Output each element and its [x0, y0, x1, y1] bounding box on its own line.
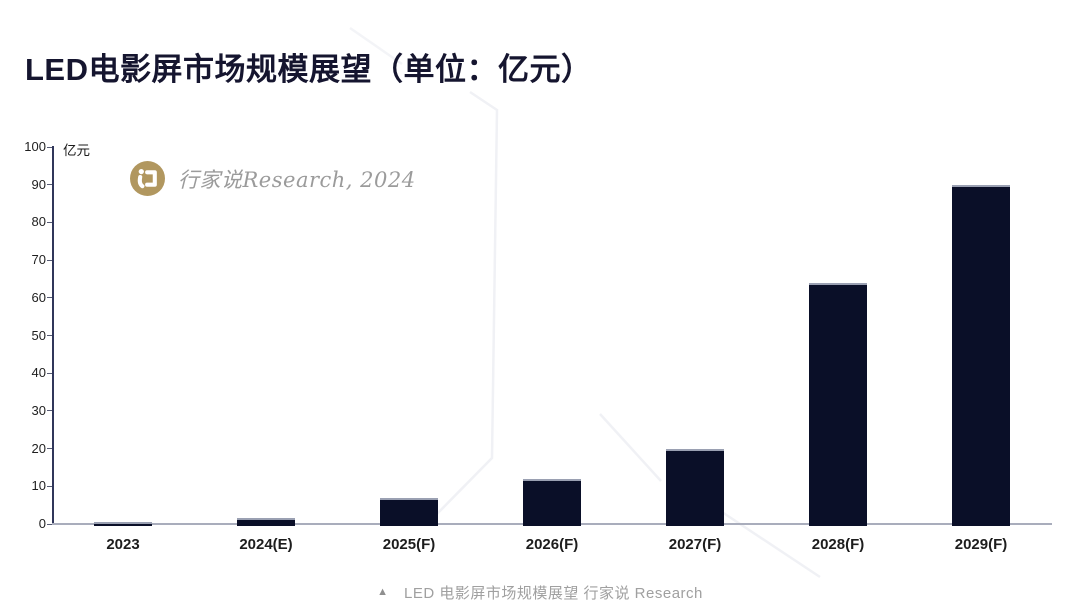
- y-axis-tick-label: 20: [31, 440, 46, 456]
- y-axis-tick: [47, 485, 52, 487]
- x-axis-label-2024(E): 2024(E): [239, 536, 293, 553]
- y-axis-line: [52, 146, 54, 524]
- x-axis-label-2025(F): 2025(F): [382, 536, 436, 553]
- x-axis-label-2027(F): 2027(F): [668, 536, 722, 553]
- y-axis-tick-label: 80: [31, 214, 46, 230]
- y-axis-tick: [47, 146, 52, 148]
- y-axis-tick-label: 100: [24, 139, 46, 154]
- y-axis-tick-label: 90: [31, 176, 46, 192]
- bar-2024(E): [237, 518, 295, 526]
- x-axis-label-2029(F): 2029(F): [954, 536, 1008, 553]
- y-axis-tick-label: 50: [31, 327, 46, 343]
- hangjiashuo-logo-icon: [130, 161, 165, 196]
- bar-2026(F): [523, 479, 581, 526]
- figure-caption: ▲ LED 电影屏市场规模展望 行家说 Research: [0, 580, 1080, 604]
- x-axis-label-2028(F): 2028(F): [811, 536, 865, 553]
- y-axis-unit-label: 亿元: [63, 143, 90, 158]
- y-axis-tick: [47, 259, 52, 261]
- y-axis-tick: [47, 448, 52, 450]
- bar-2028(F): [809, 283, 867, 526]
- y-axis-tick-label: 30: [31, 402, 46, 418]
- source-watermark: 行家说Research, 2024: [130, 161, 416, 196]
- y-axis-tick: [47, 410, 52, 412]
- bar-2025(F): [380, 498, 438, 526]
- y-axis-tick-label: 10: [31, 478, 46, 494]
- source-watermark-text: 行家说Research, 2024: [178, 167, 416, 192]
- y-axis-tick-label: 70: [31, 252, 46, 268]
- y-axis-tick-label: 0: [38, 516, 46, 531]
- x-axis-label-2023: 2023: [106, 536, 140, 553]
- y-axis-tick: [47, 335, 52, 336]
- y-axis-tick: [47, 372, 52, 374]
- page-title: LED电影屏市场规模展望（单位：亿元）: [25, 52, 593, 87]
- y-axis-tick: [47, 221, 52, 223]
- bar-2023: [94, 522, 152, 526]
- y-axis-tick: [47, 184, 52, 186]
- y-axis-tick-label: 40: [31, 365, 46, 381]
- y-axis-tick: [47, 297, 52, 299]
- y-axis-tick-label: 60: [31, 289, 46, 305]
- bar-2029(F): [952, 185, 1010, 526]
- bar-2027(F): [666, 449, 724, 526]
- triangle-up-icon: ▲: [377, 585, 388, 598]
- x-axis-label-2026(F): 2026(F): [525, 536, 579, 553]
- figure-caption-text: LED 电影屏市场规模展望 行家说 Research: [404, 584, 703, 602]
- y-axis-tick: [47, 523, 52, 525]
